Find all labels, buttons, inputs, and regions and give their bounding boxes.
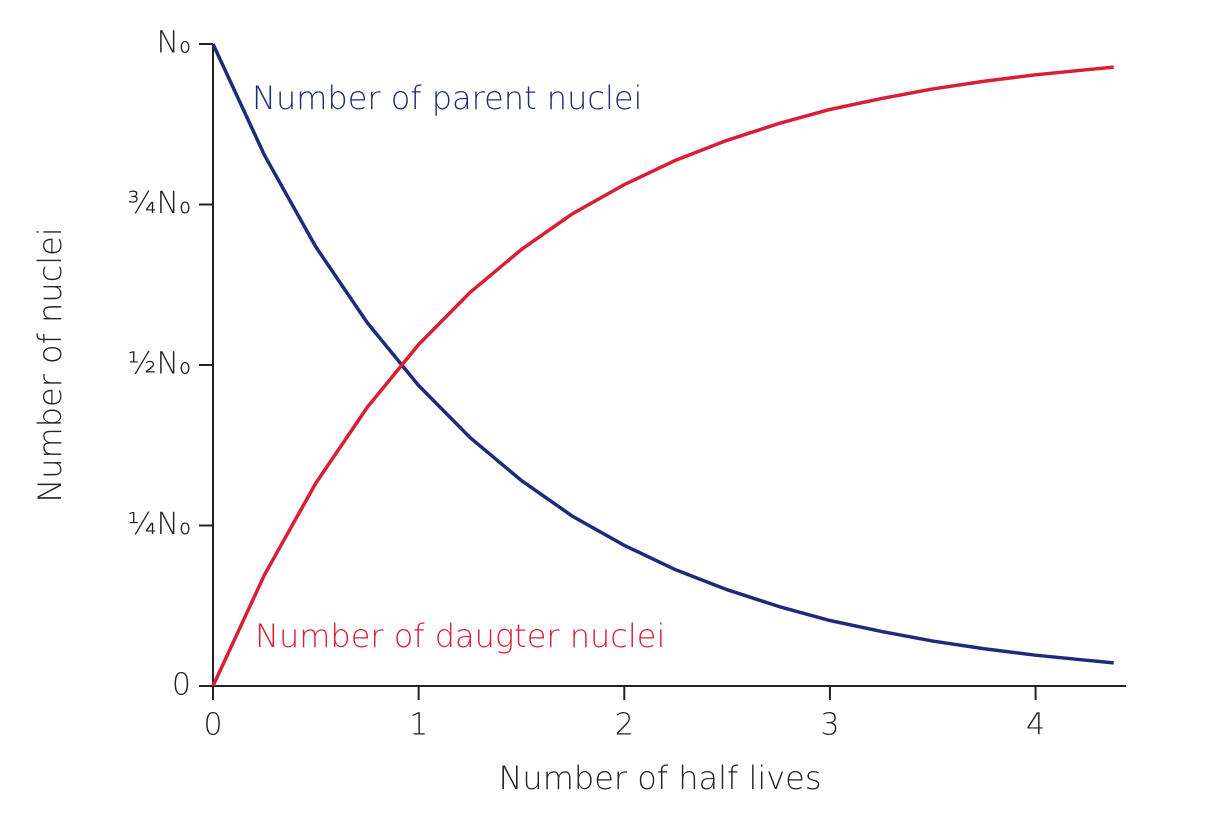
series-line bbox=[211, 65, 1114, 687]
y-tick-label: N₀ bbox=[157, 26, 191, 61]
y-axis-title: Number of nuclei bbox=[31, 227, 69, 502]
series-label: Number of parent nuclei bbox=[252, 79, 642, 117]
x-tick-label: 0 bbox=[203, 708, 222, 743]
series-line bbox=[211, 43, 1114, 665]
x-tick-label: 2 bbox=[615, 708, 634, 743]
y-tick-label: ½N₀ bbox=[127, 347, 191, 382]
y-tick-label: ¾N₀ bbox=[127, 186, 191, 221]
y-tick-label: 0 bbox=[172, 668, 191, 703]
x-tick-label: 1 bbox=[409, 708, 428, 743]
x-axis-title: Number of half lives bbox=[498, 759, 821, 797]
series-label: Number of daugter nuclei bbox=[255, 617, 665, 655]
x-tick-label: 4 bbox=[1026, 708, 1045, 743]
y-tick-label: ¼N₀ bbox=[127, 507, 191, 542]
x-tick-label: 3 bbox=[820, 708, 839, 743]
